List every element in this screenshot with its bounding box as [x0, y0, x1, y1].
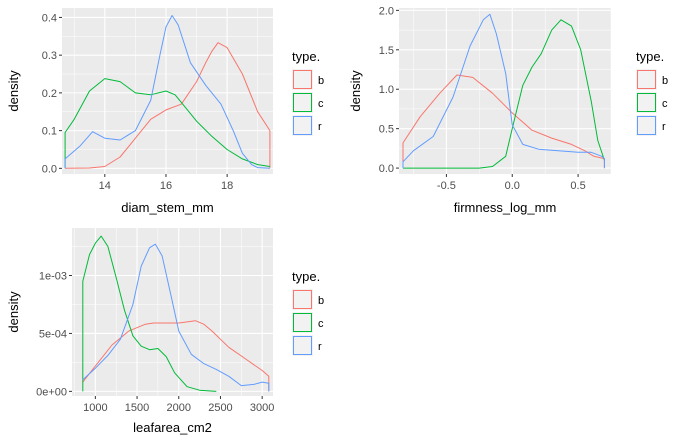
x-tick-label: 2000	[167, 402, 191, 414]
legend-key-r	[637, 116, 656, 135]
y-tick-label: 0.5	[379, 124, 394, 136]
x-tick-label: 14	[99, 180, 111, 192]
y-tick-label: 0.2	[42, 88, 57, 100]
density-line-b	[65, 42, 271, 169]
y-axis-title: density	[6, 70, 21, 112]
x-tick-label: 1000	[83, 402, 107, 414]
x-tick-label: 16	[160, 180, 172, 192]
y-tick-label: 1.5	[379, 45, 394, 57]
y-tick-label: 0.3	[42, 50, 57, 62]
y-tick-label: 2.0	[379, 5, 394, 17]
density-line-c	[403, 19, 605, 169]
legend-title: type.	[292, 269, 320, 284]
legend-key-c	[293, 93, 312, 112]
y-axis-title: density	[6, 291, 21, 333]
legend-label: r	[318, 341, 322, 353]
plot-background	[399, 8, 611, 174]
x-axis-title: firmness_log_mm	[454, 200, 557, 215]
density-line-r	[402, 13, 605, 169]
legend-title: type.	[636, 49, 664, 64]
x-tick-label: 0.5	[570, 180, 585, 192]
legend-label: b	[662, 75, 668, 87]
legend-key-b	[293, 290, 312, 309]
x-axis-title: diam_stem_mm	[121, 200, 213, 215]
x-tick-label: 2500	[208, 402, 232, 414]
density-line-c	[64, 78, 270, 169]
y-tick-label: 1e-03	[39, 271, 67, 283]
legend-key-bg	[636, 69, 657, 90]
y-tick-label: 0.0	[379, 163, 394, 175]
x-tick-label: 18	[221, 180, 233, 192]
legend-key-c	[293, 313, 312, 332]
x-tick-label: 3000	[250, 402, 274, 414]
legend-key-bg	[292, 115, 313, 136]
legend-title: type.	[292, 49, 320, 64]
chart-panel-1: 14 16 18 0.0 0.1 0.2 0.3 0.4 diam_stem_mm density…	[6, 8, 324, 215]
x-tick-label: -0.5	[437, 180, 456, 192]
legend-key-bg	[292, 335, 313, 356]
y-tick-label: 1.0	[379, 84, 394, 96]
legend-key-b	[637, 70, 656, 89]
y-tick-label: 0.0	[42, 163, 57, 175]
legend-key-bg	[292, 92, 313, 113]
legend-key-bg	[636, 92, 657, 113]
legend-label: b	[318, 75, 324, 87]
chart-panel-3: 1000 1500 2000 2500 3000 0e+00 5e-04 1e-03 leafa…	[6, 228, 324, 435]
legend-key-bg	[292, 312, 313, 333]
x-tick-label: 0.0	[505, 180, 520, 192]
density-line-r	[82, 243, 270, 392]
x-tick-label: 1500	[125, 402, 149, 414]
density-line-b	[402, 74, 605, 169]
legend-key-bg	[636, 115, 657, 136]
legend-label: b	[318, 295, 324, 307]
legend-label: r	[662, 121, 666, 133]
legend-key-r	[293, 336, 312, 355]
x-axis-title: leafarea_cm2	[133, 420, 212, 435]
legend-label: c	[662, 98, 668, 110]
legend-key-c	[637, 93, 656, 112]
y-axis-title: density	[348, 70, 363, 112]
chart-panel-2: -0.5 0.0 0.5 0.0 0.5 1.0 1.5 2.0 firmness_log_mm…	[348, 5, 668, 215]
y-tick-label: 0.1	[42, 126, 57, 138]
legend-label: r	[318, 121, 322, 133]
plot-background	[72, 228, 273, 396]
legend-label: c	[318, 318, 324, 330]
legend-label: c	[318, 98, 324, 110]
density-line-r	[64, 15, 270, 169]
y-tick-label: 0e+00	[36, 386, 67, 398]
y-tick-label: 0.4	[42, 12, 57, 24]
plot-background	[62, 8, 273, 174]
legend-key-b	[293, 70, 312, 89]
legend-key-bg	[292, 69, 313, 90]
y-tick-label: 5e-04	[39, 328, 67, 340]
legend-key-bg	[292, 289, 313, 310]
legend-key-r	[293, 116, 312, 135]
density-line-c	[82, 235, 217, 392]
